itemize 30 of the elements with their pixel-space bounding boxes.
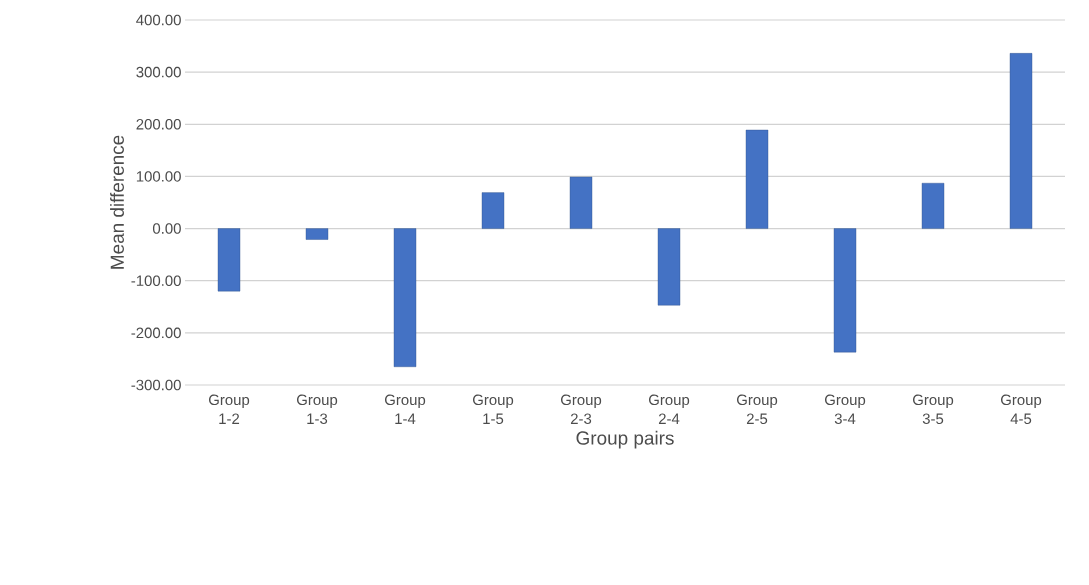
bar [305,228,329,240]
bar [393,228,417,367]
x-tick-label: Group 1-2 [208,394,250,424]
bar [745,129,769,229]
y-tick-label: 300.00 [136,66,181,78]
bar [657,228,681,306]
bar [921,183,945,229]
y-tick-label: -200.00 [131,327,181,339]
y-tick-label: 200.00 [136,118,181,130]
y-tick-label: 400.00 [136,14,181,26]
x-tick-label: Group 1-3 [296,394,338,425]
x-tick-label: Group 1-5 [472,394,514,425]
x-tick-label: Group 2-3 [560,394,602,425]
x-tick-label: Group 3-5 [912,394,954,425]
x-tick-label: Group 3-4 [824,394,866,425]
y-tick-label: 100.00 [136,171,181,182]
y-tick-label: -300.00 [131,379,181,391]
x-tick-label: Group 2-4 [648,394,690,424]
y-tick-label: -100.00 [131,275,181,286]
bar [1009,53,1033,229]
x-axis-title: Group pairs [576,430,674,449]
y-tick-label: 0.00 [152,223,181,234]
x-tick-label: Group 1-4 [384,394,426,424]
bar [569,176,593,229]
y-axis-title: Mean difference [110,135,124,269]
bar [833,228,857,353]
x-tick-label: Group 2-5 [736,394,778,425]
bar [481,192,505,229]
bar [217,228,241,292]
x-tick-label: Group 4-5 [1001,394,1042,425]
